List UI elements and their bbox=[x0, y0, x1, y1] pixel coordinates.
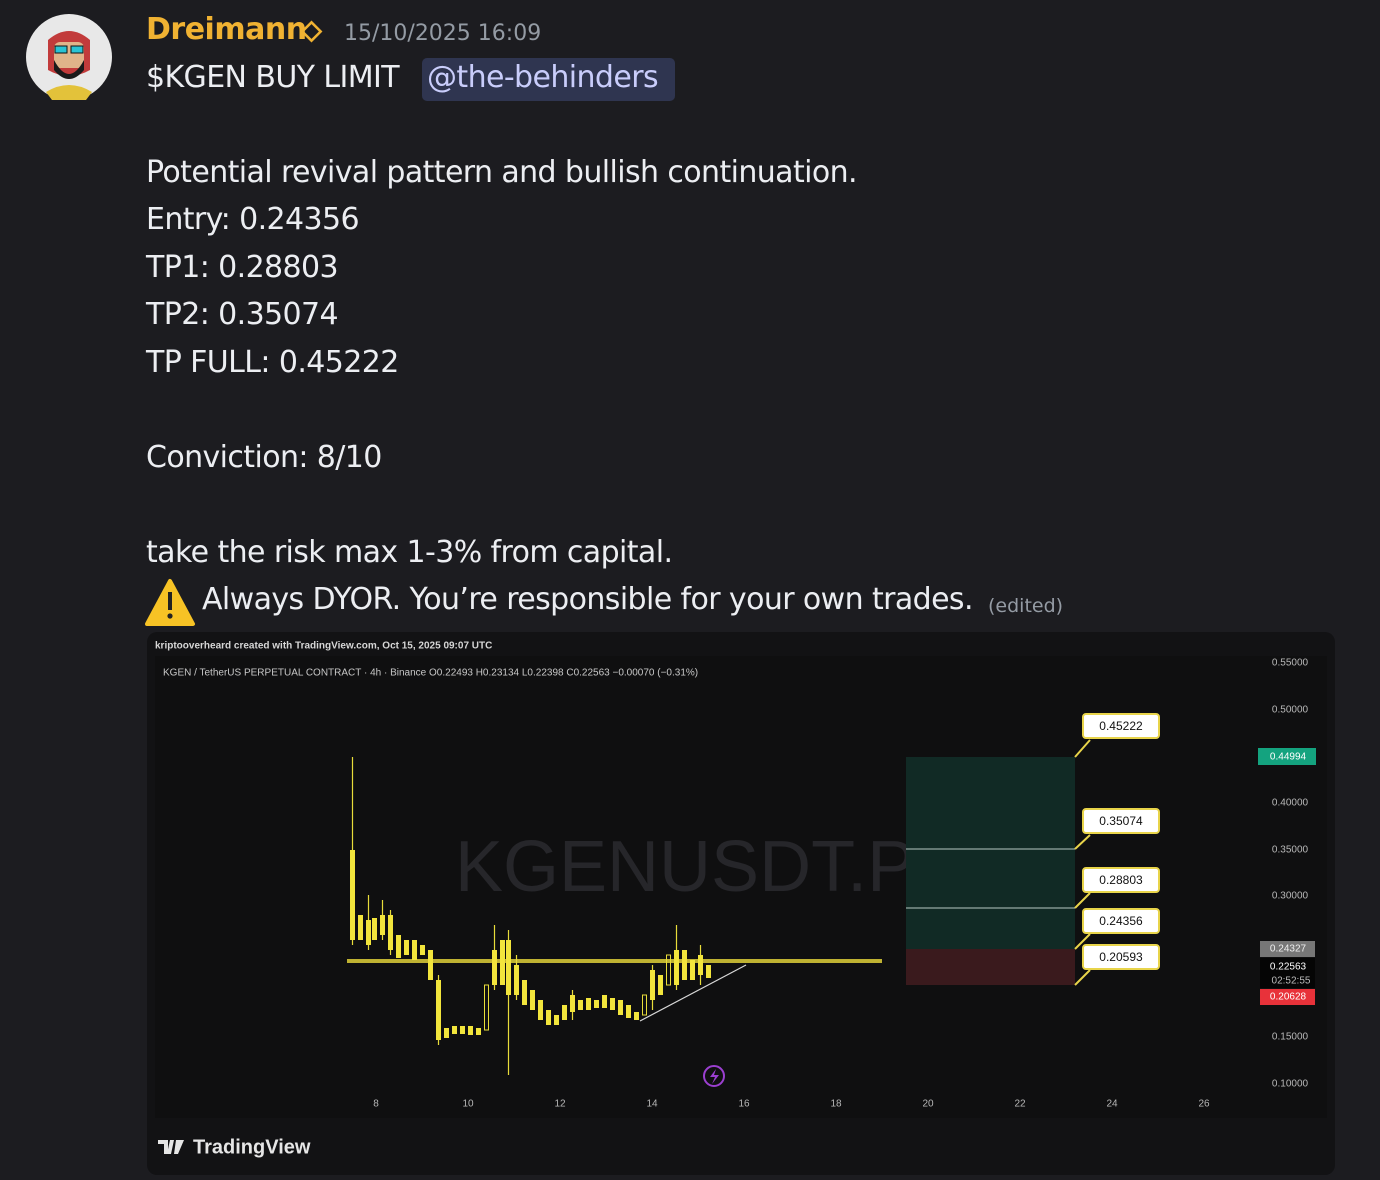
mention-bg bbox=[422, 58, 675, 101]
avatar[interactable] bbox=[26, 14, 112, 100]
date-tick: 20 bbox=[922, 1099, 934, 1110]
message-line: take the risk max 1-3% from capital. bbox=[146, 535, 673, 570]
brand-logo bbox=[158, 1140, 184, 1154]
price-tag: 02:52:55 bbox=[1272, 976, 1311, 987]
price-tag: 0.20628 bbox=[1270, 992, 1307, 1003]
price-tick: 0.55000 bbox=[1272, 658, 1309, 669]
mention[interactable]: @the-behinders bbox=[427, 60, 659, 95]
date-tick: 12 bbox=[554, 1099, 566, 1110]
message-line: TP1: 0.28803 bbox=[146, 250, 339, 285]
message-line: TP2: 0.35074 bbox=[146, 297, 339, 332]
watermark: KGENUSDT.P bbox=[455, 827, 915, 907]
event-icon-bolt bbox=[710, 1069, 719, 1084]
level-label: 0.28803 bbox=[1099, 873, 1143, 887]
brand-name: TradingView bbox=[193, 1136, 311, 1158]
price-tick: 0.40000 bbox=[1272, 798, 1309, 809]
message-line: Potential revival pattern and bullish co… bbox=[146, 155, 858, 190]
loss-zone bbox=[906, 949, 1075, 985]
edited-tag: (edited) bbox=[988, 595, 1064, 617]
profit-zone bbox=[906, 757, 1075, 949]
candle-bodies bbox=[350, 850, 711, 1040]
level-labels: 0.45222 0.35074 0.28803 0.24356 0.20593 bbox=[1082, 713, 1160, 970]
price-tag: 0.22563 bbox=[1270, 962, 1307, 973]
role-badge bbox=[300, 20, 323, 43]
date-tick: 26 bbox=[1198, 1099, 1210, 1110]
trend-line bbox=[639, 964, 747, 1022]
event-icon[interactable] bbox=[703, 1065, 725, 1087]
price-tick: 0.35000 bbox=[1272, 845, 1309, 856]
warning-emoji bbox=[145, 579, 195, 626]
level-label: 0.20593 bbox=[1099, 950, 1143, 964]
date-tick: 22 bbox=[1014, 1099, 1026, 1110]
price-tick: 0.50000 bbox=[1272, 705, 1309, 716]
level-label: 0.45222 bbox=[1099, 719, 1143, 733]
message-line: Conviction: 8/10 bbox=[146, 440, 382, 475]
message-line: TP FULL: 0.45222 bbox=[146, 345, 399, 380]
date-tick: 16 bbox=[738, 1099, 750, 1110]
price-tick: 0.10000 bbox=[1272, 1079, 1309, 1090]
price-tag: 0.24327 bbox=[1270, 944, 1307, 955]
date-tick: 8 bbox=[373, 1099, 379, 1110]
message-line: Entry: 0.24356 bbox=[146, 202, 360, 237]
date-tick: 24 bbox=[1106, 1099, 1118, 1110]
timestamp: 15/10/2025 16:09 bbox=[344, 21, 542, 46]
message-line: Always DYOR. You’re responsible for your… bbox=[202, 582, 973, 617]
date-tick: 14 bbox=[646, 1099, 658, 1110]
date-tick: 10 bbox=[462, 1099, 474, 1110]
price-tick: 0.15000 bbox=[1272, 1032, 1309, 1043]
symbol-info: KGEN / TetherUS PERPETUAL CONTRACT · 4h … bbox=[163, 668, 698, 679]
level-label: 0.35074 bbox=[1099, 814, 1143, 828]
level-label: 0.24356 bbox=[1099, 914, 1143, 928]
level-callouts bbox=[1074, 739, 1091, 986]
headline: $KGEN BUY LIMIT bbox=[146, 60, 400, 95]
candle-hollow bbox=[484, 954, 671, 1031]
price-tag: 0.44994 bbox=[1270, 752, 1307, 763]
author[interactable]: Dreimann bbox=[146, 12, 307, 47]
date-tick: 18 bbox=[830, 1099, 842, 1110]
price-tick: 0.30000 bbox=[1272, 891, 1309, 902]
chart-credit: kriptooverheard created with TradingView… bbox=[155, 641, 492, 652]
